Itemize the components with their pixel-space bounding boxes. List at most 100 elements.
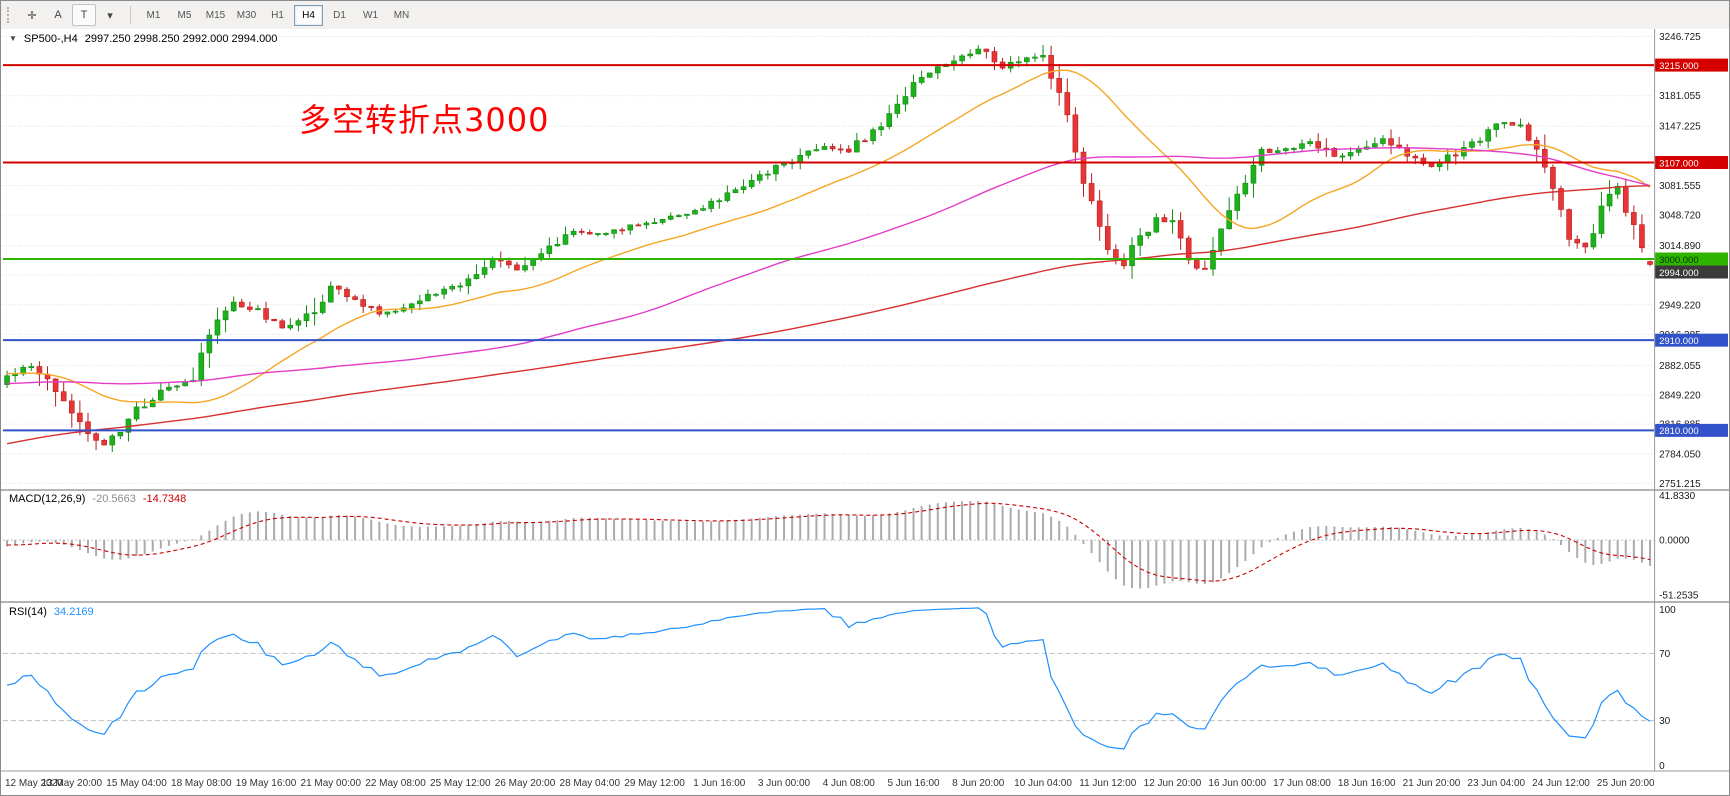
macd-hist-bar: [418, 526, 421, 541]
price-tag-3107.000[interactable]: [1655, 155, 1729, 169]
price-tag-3215.000[interactable]: [1655, 58, 1729, 72]
macd-hist-bar: [329, 515, 332, 541]
macd-hist-bar: [111, 540, 114, 560]
candle-body: [1291, 148, 1297, 150]
macd-hist-bar: [289, 515, 292, 541]
candle-body: [1355, 148, 1362, 153]
candle-body: [1056, 78, 1063, 93]
macd-hist-bar: [1357, 527, 1360, 541]
macd-hist-bar: [985, 501, 988, 541]
candle-body: [878, 126, 884, 131]
macd-hist-bar: [880, 514, 883, 541]
macd-hist-bar: [1292, 531, 1295, 541]
chart-area[interactable]: 3246.725 3181.055 3147.225 3081.555 3048.720…: [1, 29, 1729, 795]
macd-hist-bar: [629, 519, 632, 541]
text-tool-button[interactable]: T: [72, 4, 96, 26]
macd-hist-bar: [176, 540, 179, 544]
macd-hist-bar: [904, 510, 907, 541]
chart-canvas[interactable]: 3246.725 3181.055 3147.225 3081.555 3048.720…: [1, 29, 1729, 795]
candle-body: [1024, 57, 1030, 63]
candle-body: [1558, 188, 1564, 210]
price-tag-2810.000-text: 2810.000: [1659, 426, 1699, 437]
candle-body: [1299, 143, 1305, 149]
price-tag-2910.000[interactable]: [1655, 333, 1729, 347]
candle-body: [1590, 233, 1597, 248]
price-axis-label: 3081.555: [1659, 181, 1701, 192]
macd-hist-bar: [896, 511, 899, 541]
timeframe-mn-button[interactable]: MN: [393, 9, 410, 21]
macd-hist-bar: [1082, 540, 1085, 545]
last-price-tag[interactable]: [1655, 265, 1729, 279]
macd-hist-bar: [135, 540, 138, 557]
macd-hist-bar: [621, 519, 624, 541]
macd-hist-bar: [1438, 535, 1441, 541]
time-axis-label: 1 Jun 16:00: [693, 778, 746, 789]
macd-hist-bar: [1033, 512, 1036, 541]
candle-body: [158, 389, 164, 401]
macd-hist-bar: [386, 523, 389, 541]
price-axis-label: 2751.215: [1659, 479, 1701, 490]
timeframe-h4-button[interactable]: H4: [294, 4, 323, 26]
quick-trade-icon[interactable]: ▼: [9, 34, 17, 43]
macd-hist-bar: [394, 524, 397, 541]
candle-body: [1080, 151, 1087, 184]
timeframe-m1-button[interactable]: M1: [146, 9, 161, 21]
candle-body: [449, 286, 455, 290]
arrow-label-tool-button[interactable]: A: [54, 9, 62, 21]
macd-hist-bar: [734, 519, 737, 541]
macd-hist-bar: [1252, 540, 1255, 555]
crosshair-tool-button[interactable]: ✛: [27, 9, 37, 22]
price-tag-2810.000[interactable]: [1655, 423, 1729, 437]
timeframe-m30-button[interactable]: M30: [236, 9, 257, 21]
toolbar-grip-handle[interactable]: [7, 7, 13, 23]
time-axis-label: 23 Jun 04:00: [1467, 778, 1525, 789]
candle-body: [1639, 224, 1645, 249]
candle-body: [1015, 61, 1022, 64]
timeframe-m5-button[interactable]: M5: [177, 9, 192, 21]
price-tag-3000.000[interactable]: [1655, 252, 1729, 266]
candle-body: [1234, 193, 1241, 211]
macd-hist-bar: [855, 515, 858, 541]
macd-hist-bar: [1163, 540, 1166, 584]
cursor-select-tool-button[interactable]: ▾: [107, 9, 113, 22]
macd-hist-bar: [507, 521, 510, 541]
macd-signal-line: [7, 502, 1651, 582]
macd-hist-bar: [1592, 540, 1595, 565]
candle-body: [1040, 55, 1046, 58]
candle-body: [255, 308, 261, 311]
candle-body: [85, 421, 91, 434]
macd-hist-bar: [1211, 540, 1214, 583]
candle-body: [586, 232, 593, 235]
time-axis-label: 16 Jun 00:00: [1208, 778, 1266, 789]
macd-hist-bar: [863, 515, 866, 541]
candle-body: [983, 48, 990, 52]
macd-hist-bar: [305, 517, 308, 541]
candle-body: [1380, 138, 1386, 144]
candle-body: [627, 224, 634, 231]
candle-body: [174, 385, 180, 388]
price-scale-drag-area[interactable]: [1655, 29, 1729, 771]
candle-body: [643, 222, 650, 226]
timeframe-d1-button[interactable]: D1: [333, 9, 346, 21]
timeframe-m15-button[interactable]: M15: [205, 9, 226, 21]
macd-hist-bar: [1584, 540, 1587, 563]
macd-hist-bar: [240, 513, 243, 541]
time-axis-label: 12 Jun 20:00: [1144, 778, 1202, 789]
candle-body: [1606, 193, 1613, 207]
timeframe-h1-button[interactable]: H1: [271, 9, 284, 21]
toolbar-separator: [130, 6, 131, 24]
candle-body: [870, 129, 876, 142]
macd-hist-bar: [1527, 529, 1530, 541]
time-axis-label: 18 Jun 16:00: [1338, 778, 1396, 789]
time-axis-label: 11 Jun 12:00: [1079, 778, 1136, 789]
time-axis-label: 25 Jun 20:00: [1597, 778, 1655, 789]
candle-body: [1048, 55, 1054, 79]
candle-body: [854, 140, 860, 153]
timeframe-w1-button[interactable]: W1: [363, 9, 378, 21]
macd-hist-bar: [637, 519, 640, 541]
macd-hist-bar: [1495, 530, 1498, 541]
candle-body: [1194, 259, 1200, 269]
macd-hist-bar: [1098, 540, 1101, 563]
candle-body: [230, 301, 237, 312]
candle-body: [1550, 166, 1556, 189]
